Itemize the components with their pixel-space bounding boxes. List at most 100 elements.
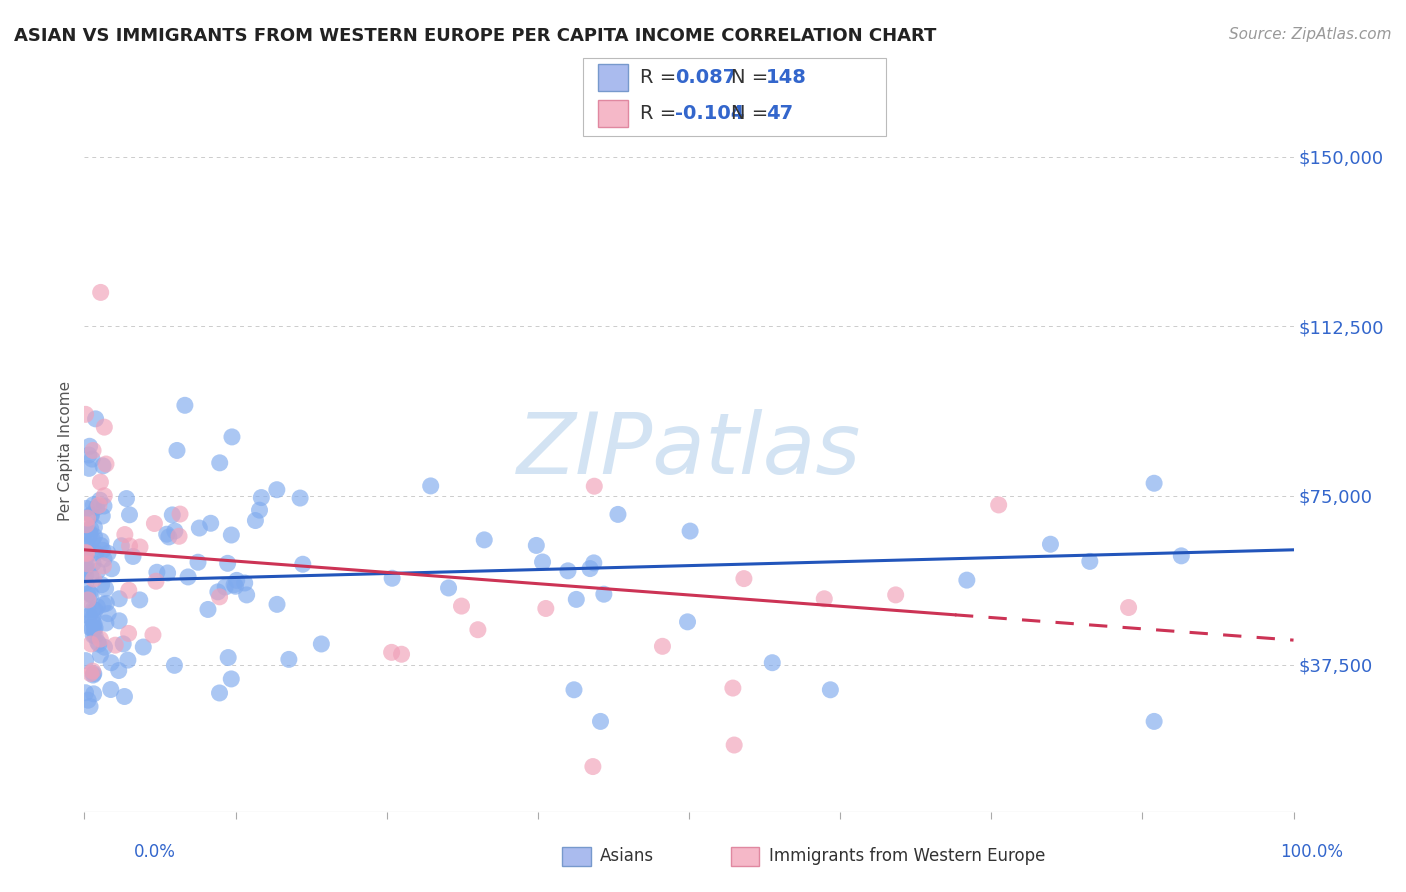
Point: [582, 556, 605, 570]
Point: [87, 499, 110, 513]
Point: [83, 666, 105, 681]
Point: [100, 656, 122, 670]
Point: [169, 507, 191, 521]
Point: [956, 573, 979, 587]
Point: [86, 599, 108, 614]
Point: [450, 599, 472, 613]
Point: [162, 508, 184, 522]
Point: [75, 561, 97, 575]
Point: [142, 628, 165, 642]
Point: [1078, 554, 1101, 568]
Point: [200, 516, 222, 531]
Point: [94, 582, 117, 596]
Point: [80, 508, 103, 522]
Point: [128, 593, 150, 607]
Point: [75, 545, 97, 559]
Point: [79, 586, 101, 600]
Point: [83, 617, 105, 632]
Point: [1143, 714, 1166, 729]
Point: [90, 533, 112, 548]
Point: [83, 602, 105, 616]
Point: [76, 540, 98, 554]
Point: [157, 530, 180, 544]
Point: [721, 681, 744, 695]
Text: 47: 47: [766, 103, 793, 123]
Point: [86, 500, 108, 515]
Point: [224, 579, 246, 593]
Point: [592, 587, 614, 601]
Point: [82, 533, 104, 547]
Point: [565, 592, 588, 607]
Point: [108, 591, 131, 606]
Point: [266, 598, 288, 612]
Point: [76, 587, 98, 601]
Point: [813, 591, 835, 606]
Point: [225, 574, 247, 588]
Text: 0.0%: 0.0%: [134, 843, 176, 861]
Point: [132, 640, 155, 654]
Point: [79, 525, 101, 540]
Point: [288, 491, 311, 505]
Point: [77, 461, 100, 475]
Point: [222, 578, 245, 592]
Point: [75, 517, 97, 532]
Point: [96, 596, 118, 610]
Point: [83, 622, 105, 636]
Point: [93, 499, 115, 513]
Point: [208, 686, 231, 700]
Point: [82, 498, 104, 512]
Point: [173, 398, 195, 412]
Point: [291, 558, 314, 572]
Point: [557, 564, 579, 578]
Point: [129, 540, 152, 554]
Point: [208, 456, 231, 470]
Point: [89, 493, 111, 508]
Point: [381, 645, 404, 659]
Point: [75, 558, 97, 572]
Point: [75, 568, 97, 582]
Point: [221, 528, 243, 542]
Point: [112, 637, 135, 651]
Point: [79, 439, 101, 453]
Text: Asians: Asians: [600, 847, 654, 865]
Text: N =: N =: [731, 68, 775, 87]
Point: [75, 654, 97, 668]
Point: [167, 529, 190, 543]
Point: [391, 647, 413, 661]
Point: [143, 516, 166, 531]
Point: [219, 672, 242, 686]
Point: [75, 539, 97, 553]
Point: [820, 682, 842, 697]
Point: [104, 638, 127, 652]
Point: [79, 621, 101, 635]
Point: [83, 520, 105, 534]
Point: [91, 598, 114, 612]
Point: [80, 508, 103, 523]
Text: Source: ZipAtlas.com: Source: ZipAtlas.com: [1229, 27, 1392, 42]
Point: [93, 558, 115, 573]
Point: [1118, 600, 1140, 615]
Point: [723, 738, 745, 752]
Point: [156, 566, 179, 580]
Point: [467, 623, 489, 637]
Point: [93, 640, 115, 655]
Point: [94, 457, 117, 471]
Point: [233, 576, 256, 591]
Text: N =: N =: [731, 103, 775, 123]
Point: [122, 549, 145, 564]
Point: [83, 529, 105, 543]
Point: [75, 575, 97, 590]
Point: [987, 498, 1010, 512]
Point: [118, 583, 141, 598]
Text: R =: R =: [640, 68, 682, 87]
Point: [79, 608, 101, 623]
Point: [84, 546, 107, 560]
Point: [79, 666, 101, 681]
Point: [235, 588, 257, 602]
Point: [77, 545, 100, 559]
Point: [277, 652, 299, 666]
Point: [100, 562, 122, 576]
Point: [82, 614, 104, 628]
Point: [107, 664, 129, 678]
Text: ZIPatlas: ZIPatlas: [517, 409, 860, 492]
